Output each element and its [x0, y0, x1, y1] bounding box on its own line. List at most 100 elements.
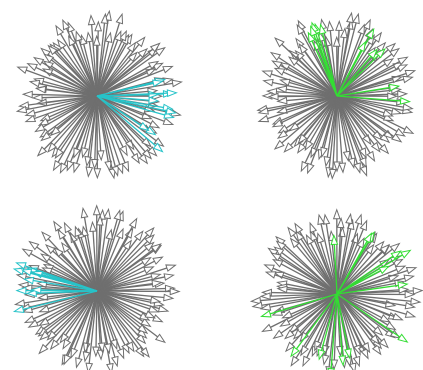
- quiver-arrow-head: [36, 293, 49, 301]
- highlight-arrow-head: [310, 25, 318, 37]
- quiver-arrow-shaft: [46, 290, 98, 322]
- quiver-arrow-head: [53, 220, 63, 232]
- quiver-arrow-head: [40, 47, 52, 58]
- quiver-arrow-shaft: [336, 95, 375, 145]
- quiver-arrow-head: [370, 141, 381, 153]
- quiver-arrow-shaft: [269, 293, 338, 308]
- quiver-arrow-shaft: [66, 249, 98, 292]
- quiver-arrow-head: [276, 96, 288, 105]
- quiver-arrow-shaft: [336, 293, 377, 330]
- quiver-arrow-head: [39, 253, 52, 263]
- quiver-arrow-head: [360, 348, 369, 360]
- quiver-arrow-head: [249, 296, 262, 305]
- quiver-arrow-head: [133, 230, 144, 242]
- highlight-arrow-head: [388, 83, 401, 92]
- quiver-arrow-head: [270, 252, 282, 262]
- quiver-arrow-head: [93, 168, 102, 180]
- highlight-arrow-head: [152, 142, 164, 153]
- quiver-arrow-shaft: [96, 95, 126, 164]
- quiver-arrow-shaft: [336, 293, 358, 358]
- quiver-arrow-head: [271, 60, 283, 69]
- quiver-arrow-head: [16, 66, 28, 75]
- quiver-arrow-shaft: [336, 22, 357, 97]
- quiver-arrow-head: [262, 78, 274, 87]
- quiver-arrow-shaft: [96, 237, 121, 292]
- quiver-arrow-shaft: [96, 22, 121, 97]
- quiver-arrow-head: [121, 160, 130, 173]
- quiver-arrow-shaft: [25, 69, 98, 97]
- quiver-arrow-head: [335, 19, 343, 31]
- quiver-arrow-shaft: [336, 95, 395, 138]
- quiver-arrow-head: [135, 333, 147, 345]
- quiver-arrow-shaft: [329, 30, 338, 97]
- quiver-arrow-head: [359, 165, 368, 178]
- quiver-arrow-head: [305, 233, 315, 246]
- quiver-arrow-shaft: [336, 95, 398, 133]
- quiver-arrow-head: [110, 355, 119, 368]
- quiver-arrow-head: [53, 246, 64, 258]
- highlight-arrow-shaft: [96, 95, 150, 101]
- quiver-arrow-shaft: [34, 95, 98, 114]
- quiver-arrow-head: [15, 105, 28, 114]
- quiver-arrow-head: [330, 359, 339, 370]
- highlight-arrow-shaft: [336, 284, 399, 295]
- quiver-arrow-shaft: [96, 290, 144, 322]
- quiver-arrow-shaft: [300, 32, 338, 97]
- quiver-arrow-head: [307, 162, 315, 175]
- quiver-arrow-shaft: [53, 95, 98, 146]
- quiver-arrow-head: [333, 161, 341, 173]
- quiver-arrow-shaft: [280, 95, 338, 124]
- quiver-arrow-shaft: [92, 231, 98, 292]
- highlight-arrow-head: [260, 309, 272, 318]
- quiver-arrow-head: [126, 41, 137, 53]
- quiver-arrow-shaft: [332, 95, 338, 170]
- quiver-arrow-head: [276, 285, 288, 294]
- quiver-arrow-head: [275, 85, 288, 94]
- quiver-arrow-head: [345, 212, 353, 225]
- quiver-arrow-shaft: [96, 290, 140, 337]
- quiver-arrow-shaft: [292, 234, 338, 295]
- quiver-arrow-shaft: [84, 95, 98, 149]
- highlight-arrow-head: [307, 31, 316, 44]
- quiver-arrow-shaft: [306, 293, 338, 358]
- quiver-arrow-shaft: [336, 21, 351, 97]
- quiver-arrow-shaft: [291, 293, 338, 345]
- quiver-arrow-head: [403, 274, 416, 283]
- quiver-arrow-shaft: [43, 95, 98, 150]
- quiver-arrow-head: [289, 237, 300, 249]
- quiver-arrow-head: [317, 213, 325, 226]
- quiver-arrow-head: [390, 107, 403, 115]
- quiver-arrow-head: [404, 69, 417, 78]
- quiver-arrow-head: [361, 341, 371, 354]
- highlight-arrow-shaft: [336, 293, 349, 350]
- quiver-arrow-head: [147, 146, 158, 157]
- quiver-arrow-shaft: [336, 293, 383, 319]
- quiver-arrow-shaft: [85, 290, 98, 353]
- quiver-arrow-head: [28, 79, 41, 88]
- quiver-arrow-shaft: [276, 91, 338, 97]
- quiver-arrow-head: [259, 303, 272, 311]
- highlight-arrow-shaft: [96, 95, 142, 126]
- quiver-arrow-head: [40, 131, 52, 142]
- quiver-arrow-head: [162, 65, 174, 74]
- quiver-arrow-shaft: [96, 240, 148, 292]
- quiver-arrow-head: [382, 58, 395, 68]
- quiver-arrow-shaft: [336, 223, 350, 295]
- quiver-arrow-head: [38, 317, 50, 327]
- quiver-arrow-head: [150, 243, 162, 253]
- quiver-arrow-shaft: [45, 88, 98, 97]
- quiver-arrow-head: [163, 293, 175, 302]
- quiver-arrow-head: [405, 266, 418, 275]
- quiver-arrow-head: [52, 159, 62, 172]
- highlight-arrow-head: [330, 233, 339, 246]
- quiver-arrow-head: [44, 243, 56, 255]
- quiver-arrow-head: [267, 92, 279, 101]
- highlight-arrow-shaft: [336, 240, 368, 295]
- quiver-arrow-shaft: [96, 95, 152, 125]
- highlight-arrow-shaft: [336, 293, 401, 338]
- quiver-arrow-head: [32, 56, 45, 66]
- quiver-arrow-head: [342, 150, 351, 163]
- quiver-arrow-shaft: [336, 95, 363, 150]
- quiver-arrow-shaft: [96, 282, 153, 292]
